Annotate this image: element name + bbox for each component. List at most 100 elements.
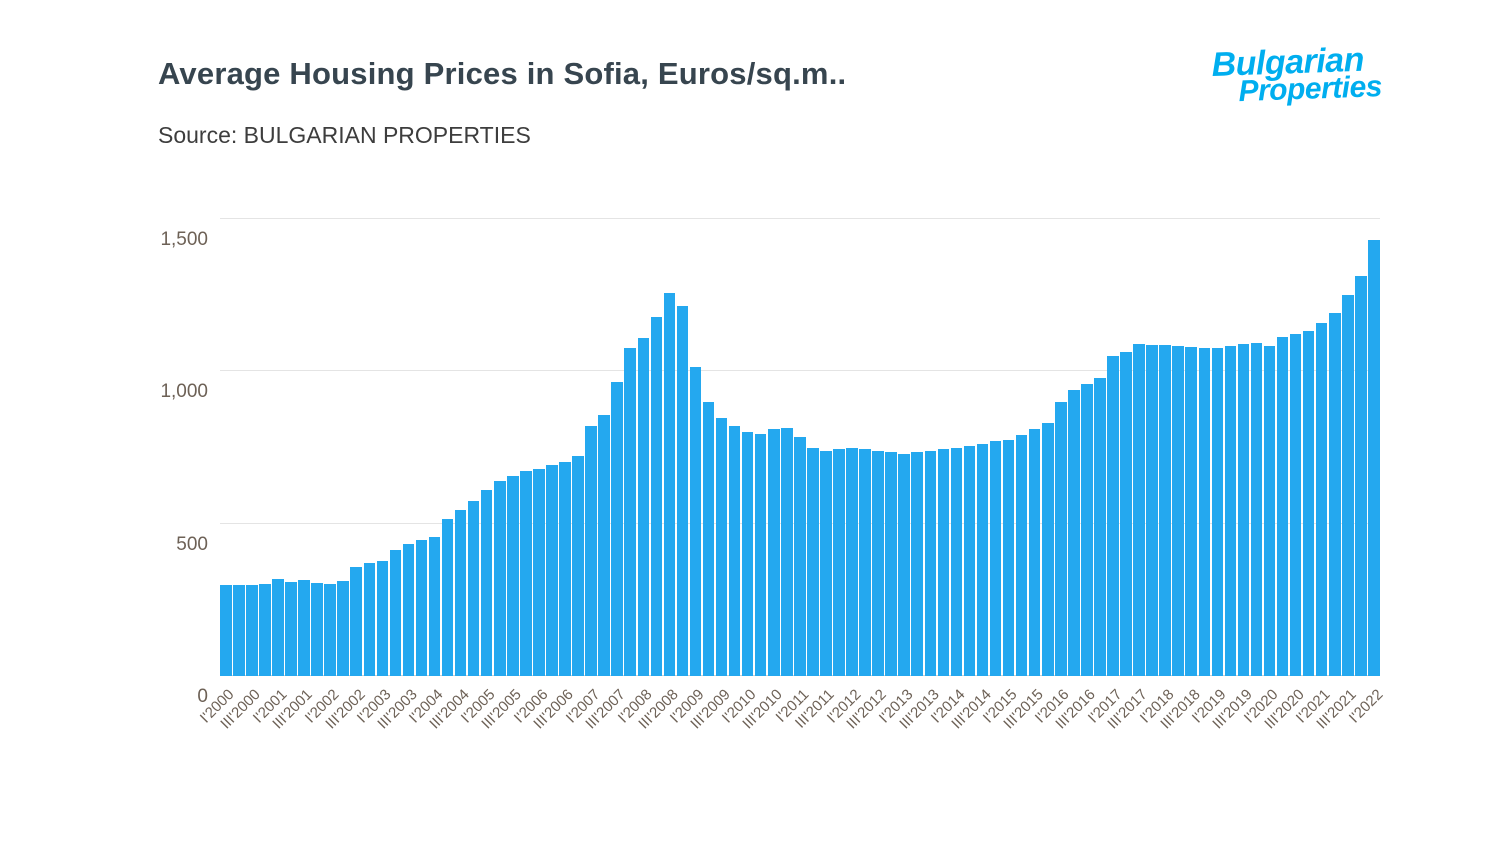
bar-slot: III'2004: [426, 219, 473, 732]
bar-I'2003[interactable]: [376, 561, 389, 676]
bar-III'2012[interactable]: [872, 450, 884, 676]
bar-I'2017[interactable]: [1107, 356, 1119, 676]
bar-III'2005[interactable]: [507, 475, 519, 676]
bar-IV'2009[interactable]: [728, 425, 741, 676]
bar-III'2010[interactable]: [767, 429, 780, 676]
bar-I'2013[interactable]: [898, 454, 910, 676]
bar-I'2010[interactable]: [741, 432, 754, 676]
bar-II'2005[interactable]: [493, 481, 506, 676]
bar-I'2012[interactable]: [846, 447, 858, 676]
bar-II'2004[interactable]: [441, 518, 454, 676]
bar-III'2007[interactable]: [611, 382, 623, 676]
bar-IV'2011[interactable]: [833, 449, 845, 676]
bar-II'2013[interactable]: [911, 452, 924, 676]
bar-III'2015[interactable]: [1028, 428, 1041, 676]
bar-III'2021[interactable]: [1342, 294, 1354, 676]
bar-II'2018[interactable]: [1172, 345, 1184, 676]
bar-III'2019[interactable]: [1237, 343, 1250, 676]
bar-IV'2018[interactable]: [1198, 347, 1211, 676]
bar-III'2014[interactable]: [976, 443, 989, 676]
bar-II'2010[interactable]: [754, 433, 767, 676]
bar-II'2020[interactable]: [1276, 337, 1289, 676]
bar-I'2001[interactable]: [272, 578, 284, 676]
bar-III'2009[interactable]: [715, 418, 728, 676]
bar-III'2006[interactable]: [559, 462, 571, 676]
bar-II'2019[interactable]: [1224, 346, 1237, 676]
bar-II'2001[interactable]: [285, 581, 297, 676]
bar-IV'2017[interactable]: [1146, 344, 1158, 676]
bar-III'2003[interactable]: [402, 544, 415, 676]
bar-III'2004[interactable]: [454, 510, 467, 676]
bar-slot: [1172, 219, 1184, 676]
bar-I'2000[interactable]: [220, 584, 232, 676]
bar-III'2018[interactable]: [1185, 346, 1198, 676]
bar-I'2014[interactable]: [950, 447, 963, 676]
bar-III'2000[interactable]: [246, 584, 258, 676]
bar-IV'2003[interactable]: [415, 539, 428, 676]
bar-IV'2020[interactable]: [1302, 331, 1315, 676]
bar-III'2001[interactable]: [298, 580, 310, 676]
bar-II'2017[interactable]: [1120, 352, 1132, 676]
logo-line2: Properties: [1237, 70, 1383, 109]
bar-slot: [937, 219, 950, 676]
bar-I'2018[interactable]: [1159, 345, 1171, 676]
bar-II'2008[interactable]: [650, 316, 663, 676]
bar-I'2022[interactable]: [1368, 240, 1380, 676]
bar-IV'2015[interactable]: [1041, 422, 1054, 676]
bar-I'2002[interactable]: [324, 584, 336, 676]
bar-II'2006[interactable]: [546, 465, 558, 676]
bar-IV'2008[interactable]: [676, 306, 689, 676]
bar-IV'2016[interactable]: [1094, 378, 1106, 676]
bar-I'2004[interactable]: [428, 537, 441, 676]
bar-I'2015[interactable]: [1002, 439, 1015, 676]
bar-III'2020[interactable]: [1289, 334, 1302, 676]
bar-I'2006[interactable]: [533, 469, 545, 676]
bar-slot: I'2014: [928, 219, 968, 727]
bar-II'2021[interactable]: [1328, 312, 1341, 676]
bar-I'2005[interactable]: [480, 489, 493, 676]
bar-III'2017[interactable]: [1133, 343, 1145, 676]
y-axis-label: 500: [176, 533, 208, 555]
bar-I'2016[interactable]: [1055, 401, 1067, 676]
bar-slot: [1068, 219, 1080, 676]
bar-IV'2019[interactable]: [1250, 342, 1263, 676]
bar-slot: [337, 219, 349, 676]
bar-II'2003[interactable]: [389, 550, 402, 676]
bar-II'2016[interactable]: [1068, 390, 1080, 676]
bar-IV'2005[interactable]: [520, 471, 532, 676]
bar-III'2002[interactable]: [350, 566, 363, 676]
bar-IV'2014[interactable]: [989, 441, 1002, 676]
bar-IV'2001[interactable]: [311, 582, 323, 676]
bar-IV'2000[interactable]: [259, 584, 271, 676]
bar-II'2000[interactable]: [233, 585, 245, 676]
bar-II'2002[interactable]: [337, 580, 349, 676]
bar-I'2021[interactable]: [1315, 322, 1328, 676]
bar-I'2007[interactable]: [585, 426, 597, 676]
bar-II'2007[interactable]: [598, 414, 610, 676]
bar-II'2012[interactable]: [859, 448, 871, 676]
bar-IV'2012[interactable]: [885, 451, 897, 676]
bar-II'2011[interactable]: [807, 448, 819, 676]
bar-III'2008[interactable]: [663, 292, 676, 676]
bar-I'2020[interactable]: [1263, 346, 1276, 676]
bar-III'2011[interactable]: [820, 450, 832, 676]
bar-III'2016[interactable]: [1081, 383, 1093, 676]
bar-II'2015[interactable]: [1015, 435, 1028, 676]
bar-slot: III'2012: [844, 219, 890, 732]
bar-I'2011[interactable]: [794, 436, 806, 676]
bar-I'2019[interactable]: [1211, 348, 1224, 676]
bar-II'2014[interactable]: [963, 446, 976, 676]
bar-IV'2002[interactable]: [363, 562, 376, 676]
bar-IV'2004[interactable]: [467, 500, 480, 676]
bar-slot: [311, 219, 323, 676]
bar-IV'2013[interactable]: [937, 448, 950, 676]
bar-I'2008[interactable]: [637, 337, 650, 676]
bar-slot: [754, 219, 767, 676]
bar-IV'2021[interactable]: [1355, 276, 1367, 676]
bar-IV'2010[interactable]: [781, 428, 793, 676]
bar-IV'2007[interactable]: [624, 347, 636, 676]
bar-I'2009[interactable]: [689, 367, 702, 676]
bar-III'2013[interactable]: [924, 450, 937, 676]
bar-II'2009[interactable]: [702, 401, 715, 676]
bar-IV'2006[interactable]: [572, 456, 584, 676]
